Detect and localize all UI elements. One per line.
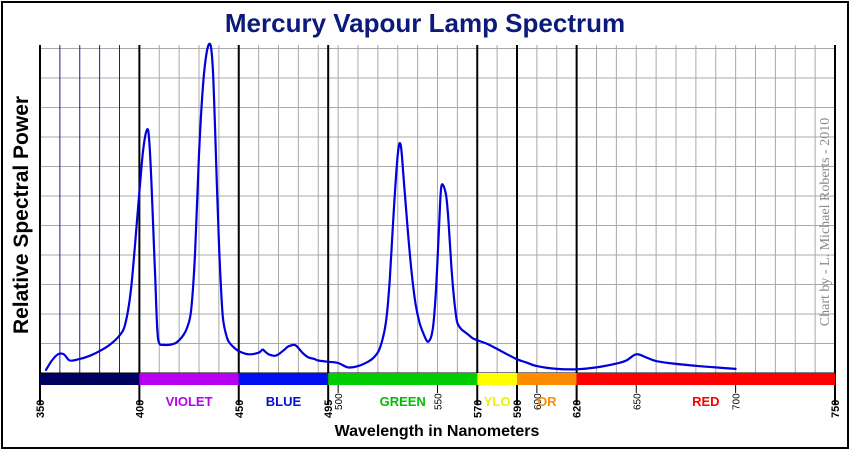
color-band (477, 373, 517, 385)
series-line-spectral-power (44, 42, 737, 371)
x-tick-label: 590 (512, 400, 524, 418)
chart-title: Mercury Vapour Lamp Spectrum (225, 8, 625, 38)
x-tick-label: 350 (35, 400, 47, 418)
color-bands (40, 373, 835, 385)
x-tick-label: 400 (134, 400, 146, 418)
band-label: VIOLET (166, 394, 213, 409)
x-tick-label: 570 (472, 400, 484, 418)
grid-lines (39, 45, 836, 405)
band-label: GREEN (380, 394, 426, 409)
color-band (139, 373, 239, 385)
band-label: YLO (484, 394, 511, 409)
x-tick-label: 495 (323, 400, 335, 418)
x-axis-label: Wavelength in Nanometers (335, 423, 540, 440)
y-axis-label: Relative Spectral Power (10, 96, 33, 334)
x-tick-label: 700 (732, 393, 743, 410)
color-band (40, 373, 140, 385)
band-label: RED (692, 394, 719, 409)
x-tick-label: 450 (234, 400, 246, 418)
color-band (328, 373, 478, 385)
series-layer (44, 42, 737, 371)
x-tick-label: 650 (632, 393, 643, 410)
x-tick-label: 550 (434, 393, 445, 410)
color-band (517, 373, 577, 385)
x-tick-label: 600 (533, 393, 544, 410)
x-tick-label: 620 (572, 400, 584, 418)
color-band (238, 373, 329, 385)
band-label: BLUE (266, 394, 302, 409)
chart-credit: Chart by - L. Michael Roberts - 2010 (818, 118, 833, 326)
x-tick-label: 750 (830, 400, 842, 418)
band-label: OR (537, 394, 557, 409)
x-tick-labels: 350 400 450 495 570 590 620 750 500 550 600 650 700 (35, 393, 842, 418)
x-tick-label: 500 (334, 393, 345, 410)
band-labels: VIOLET BLUE GREEN YLO OR RED (166, 394, 720, 409)
color-band (576, 373, 835, 385)
